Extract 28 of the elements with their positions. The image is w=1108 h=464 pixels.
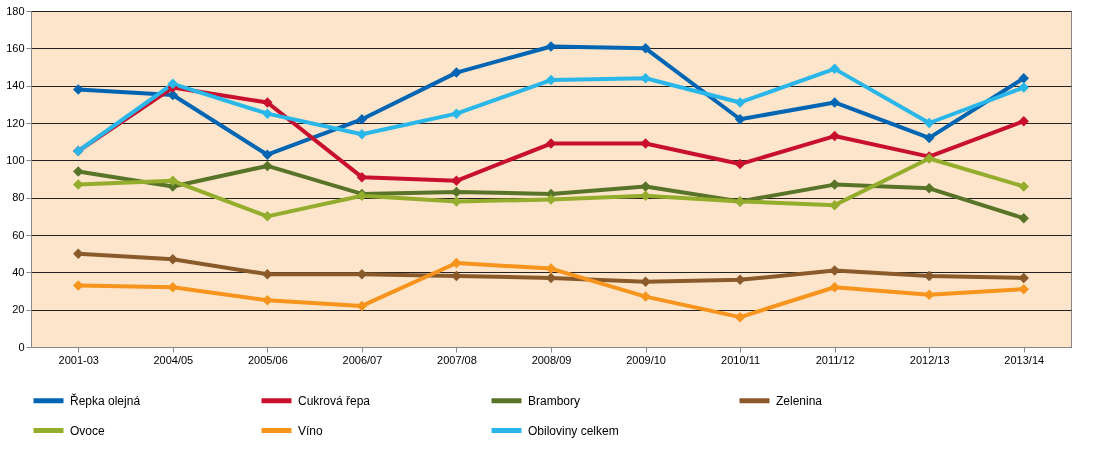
- y-tick-label: 60: [12, 228, 25, 241]
- y-tick-label: 80: [12, 191, 25, 204]
- x-tick-label: 2007/08: [437, 353, 477, 366]
- y-tick-label: 120: [6, 116, 25, 129]
- legend-label: Obiloviny celkem: [528, 423, 619, 438]
- x-tick-label: 2004/05: [153, 353, 194, 366]
- x-tick-label: 2012/13: [909, 353, 950, 366]
- x-tick-label: 2010/11: [721, 353, 761, 366]
- legend-label: Ovoce: [70, 423, 106, 438]
- x-tick-label: 2008/09: [531, 353, 572, 366]
- x-tick-label: 2009/10: [626, 353, 666, 366]
- legend-label: Brambory: [528, 393, 581, 408]
- legend-label: Cukrová řepa: [298, 393, 371, 408]
- y-tick-label: 160: [6, 41, 25, 54]
- x-tick-label: 2006/07: [342, 353, 383, 366]
- y-tick-label: 0: [18, 340, 25, 353]
- y-tick-label: 20: [12, 303, 25, 316]
- legend-label: Zelenina: [776, 393, 823, 408]
- y-tick-label: 140: [6, 79, 25, 92]
- legend-label: Víno: [298, 423, 324, 438]
- x-tick-label: 2005/06: [247, 353, 288, 366]
- y-tick-label: 40: [12, 265, 25, 278]
- x-tick-label: 2001-03: [58, 353, 99, 366]
- x-tick-label: 2013/14: [1004, 353, 1045, 366]
- y-tick-label: 100: [6, 153, 25, 166]
- legend-label: Řepka olejná: [70, 392, 141, 408]
- y-tick-label: 180: [6, 4, 25, 17]
- x-tick-label: 2011/12: [815, 353, 855, 366]
